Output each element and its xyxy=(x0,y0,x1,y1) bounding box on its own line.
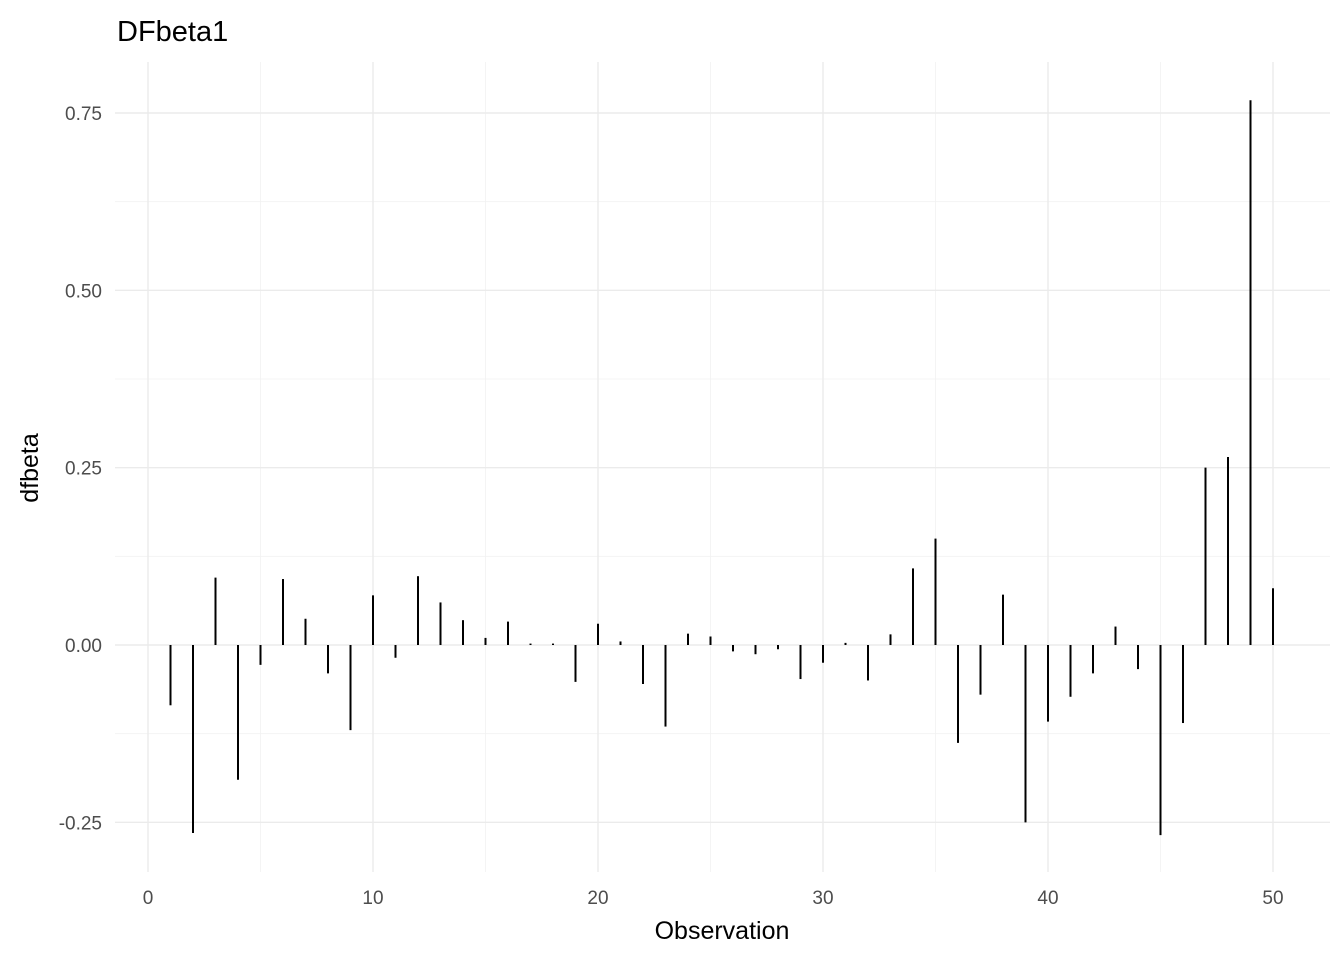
x-tick-label: 30 xyxy=(812,888,833,909)
x-tick-label: 0 xyxy=(143,888,154,909)
y-tick-label: 0.25 xyxy=(65,459,102,480)
y-tick-label: 0.75 xyxy=(65,104,102,125)
x-tick-label: 20 xyxy=(587,888,608,909)
x-tick-labels: 0 10 20 30 40 50 xyxy=(143,888,1284,909)
chart-title: DFbeta1 xyxy=(117,16,228,48)
bars xyxy=(169,100,1274,836)
grid-lines xyxy=(115,62,1330,872)
x-tick-label: 40 xyxy=(1037,888,1058,909)
y-tick-label: 0.00 xyxy=(65,636,102,657)
y-tick-labels: -0.25 0.00 0.25 0.50 0.75 xyxy=(59,104,102,834)
y-axis-title: dfbeta xyxy=(16,433,44,503)
y-tick-label: 0.50 xyxy=(65,281,102,302)
x-tick-label: 50 xyxy=(1262,888,1283,909)
x-axis-title: Observation xyxy=(655,917,790,945)
y-tick-label: -0.25 xyxy=(59,813,102,834)
x-tick-label: 10 xyxy=(362,888,383,909)
